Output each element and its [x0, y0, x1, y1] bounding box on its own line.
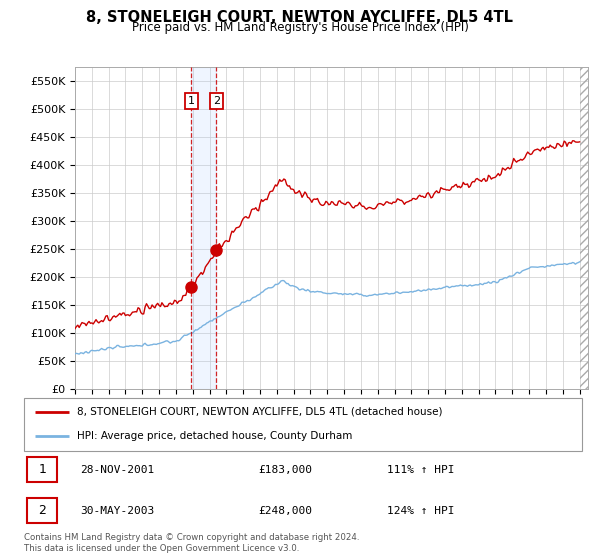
Text: 1: 1: [188, 96, 195, 106]
Text: Price paid vs. HM Land Registry's House Price Index (HPI): Price paid vs. HM Land Registry's House …: [131, 21, 469, 34]
FancyBboxPatch shape: [24, 398, 582, 451]
Text: 124% ↑ HPI: 124% ↑ HPI: [387, 506, 454, 516]
Text: 8, STONELEIGH COURT, NEWTON AYCLIFFE, DL5 4TL (detached house): 8, STONELEIGH COURT, NEWTON AYCLIFFE, DL…: [77, 407, 443, 417]
Text: 1: 1: [38, 463, 46, 477]
Text: 30-MAY-2003: 30-MAY-2003: [80, 506, 154, 516]
Bar: [580, 67, 588, 389]
Text: 28-NOV-2001: 28-NOV-2001: [80, 465, 154, 475]
Bar: [27, 498, 58, 523]
Text: £183,000: £183,000: [259, 465, 313, 475]
Text: Contains HM Land Registry data © Crown copyright and database right 2024.
This d: Contains HM Land Registry data © Crown c…: [24, 533, 359, 553]
Bar: [191, 67, 217, 389]
Text: 8, STONELEIGH COURT, NEWTON AYCLIFFE, DL5 4TL: 8, STONELEIGH COURT, NEWTON AYCLIFFE, DL…: [86, 10, 514, 25]
Text: HPI: Average price, detached house, County Durham: HPI: Average price, detached house, Coun…: [77, 431, 352, 441]
Text: 111% ↑ HPI: 111% ↑ HPI: [387, 465, 454, 475]
Bar: [27, 458, 58, 482]
Text: £248,000: £248,000: [259, 506, 313, 516]
Text: 2: 2: [38, 504, 46, 517]
Text: 2: 2: [213, 96, 220, 106]
